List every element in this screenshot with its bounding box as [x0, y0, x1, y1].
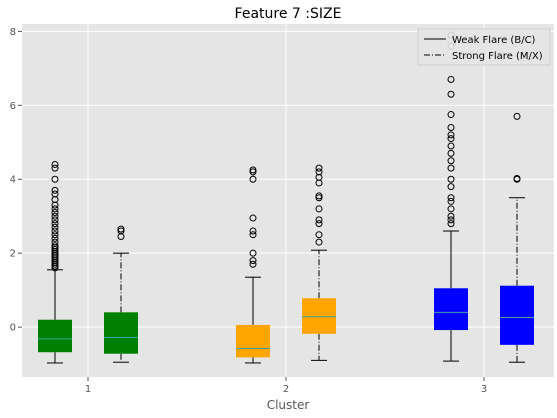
outlier-point [447, 135, 455, 143]
outlier-point [315, 192, 323, 200]
outlier-point [51, 205, 59, 213]
box-weak-cluster-1 [38, 160, 72, 364]
outlier-point [51, 212, 59, 220]
outlier-point [51, 234, 59, 242]
legend-box [417, 28, 551, 66]
y-tick-label: 2 [10, 249, 16, 260]
outlier-point [51, 216, 59, 224]
outlier-point [315, 194, 323, 202]
outlier-point [447, 111, 455, 119]
outlier-point [447, 157, 455, 165]
outlier-point [447, 212, 455, 220]
outlier-point [447, 131, 455, 139]
outlier-point [249, 260, 257, 268]
plot-area [22, 24, 554, 377]
x-axis-label: Cluster [267, 398, 310, 412]
outlier-point [117, 227, 125, 235]
outlier-point [249, 257, 257, 265]
box-weak-cluster-3 [434, 31, 468, 362]
box-iqr [38, 319, 72, 353]
box-iqr [104, 312, 138, 354]
outlier-point [249, 231, 257, 239]
outlier-point [51, 245, 59, 253]
outlier-point [51, 186, 59, 194]
outlier-point [447, 142, 455, 150]
outlier-point [51, 209, 59, 217]
outlier-point [51, 164, 59, 172]
x-tick-label: 3 [481, 384, 487, 395]
outlier-point [447, 149, 455, 157]
outlier-point [447, 205, 455, 213]
y-axis: 0 2 4 6 8 [10, 27, 22, 334]
legend-label-strong: Strong Flare (M/X) [452, 51, 543, 62]
outlier-point [51, 175, 59, 183]
outlier-point [249, 166, 257, 174]
x-tick-label: 2 [283, 384, 289, 395]
box-strong-cluster-2 [302, 164, 336, 361]
box-strong-cluster-1 [104, 225, 138, 363]
chart-title: Feature 7 :SIZE [235, 6, 342, 22]
outlier-point [447, 164, 455, 172]
box-iqr [302, 298, 336, 334]
outlier-point [249, 214, 257, 222]
outlier-point [51, 223, 59, 231]
outlier-point [315, 238, 323, 246]
y-tick-label: 8 [10, 27, 16, 38]
outlier-point [513, 175, 521, 183]
outlier-point [117, 225, 125, 233]
outlier-point [447, 220, 455, 228]
box-iqr [500, 285, 534, 345]
x-axis: 1 2 3 [85, 377, 487, 395]
outlier-point [447, 175, 455, 183]
grid [22, 24, 554, 377]
outlier-point [513, 112, 521, 120]
x-tick-label: 1 [85, 384, 91, 395]
y-tick-label: 6 [10, 101, 16, 112]
box-weak-cluster-2 [236, 166, 270, 364]
outlier-point [51, 227, 59, 235]
outlier-point [51, 242, 59, 250]
outlier-point [315, 216, 323, 224]
outlier-point [447, 183, 455, 191]
box-iqr [236, 324, 270, 358]
outlier-point [51, 220, 59, 228]
outlier-point [249, 227, 257, 235]
outlier-point [315, 205, 323, 213]
outlier-point [51, 190, 59, 198]
outlier-point [51, 160, 59, 168]
box-iqr [434, 288, 468, 331]
outlier-point [51, 238, 59, 246]
box-plots [38, 31, 534, 364]
outlier-point [315, 231, 323, 239]
outlier-point [51, 231, 59, 239]
outlier-point [249, 168, 257, 176]
outlier-point [315, 220, 323, 228]
outlier-point [447, 197, 455, 205]
outlier-point [447, 216, 455, 224]
outlier-point [315, 164, 323, 172]
outlier-point [447, 123, 455, 131]
outlier-point [249, 249, 257, 257]
outlier-point [447, 75, 455, 83]
box-strong-cluster-3 [500, 112, 534, 363]
legend-label-weak: Weak Flare (B/C) [452, 35, 536, 46]
outlier-point [315, 168, 323, 176]
outlier-point [447, 194, 455, 202]
y-tick-label: 4 [10, 175, 16, 186]
outlier-point [249, 175, 257, 183]
y-tick-label: 0 [10, 323, 16, 334]
legend: Weak Flare (B/C) Strong Flare (M/X) [417, 28, 551, 66]
outlier-point [447, 90, 455, 98]
